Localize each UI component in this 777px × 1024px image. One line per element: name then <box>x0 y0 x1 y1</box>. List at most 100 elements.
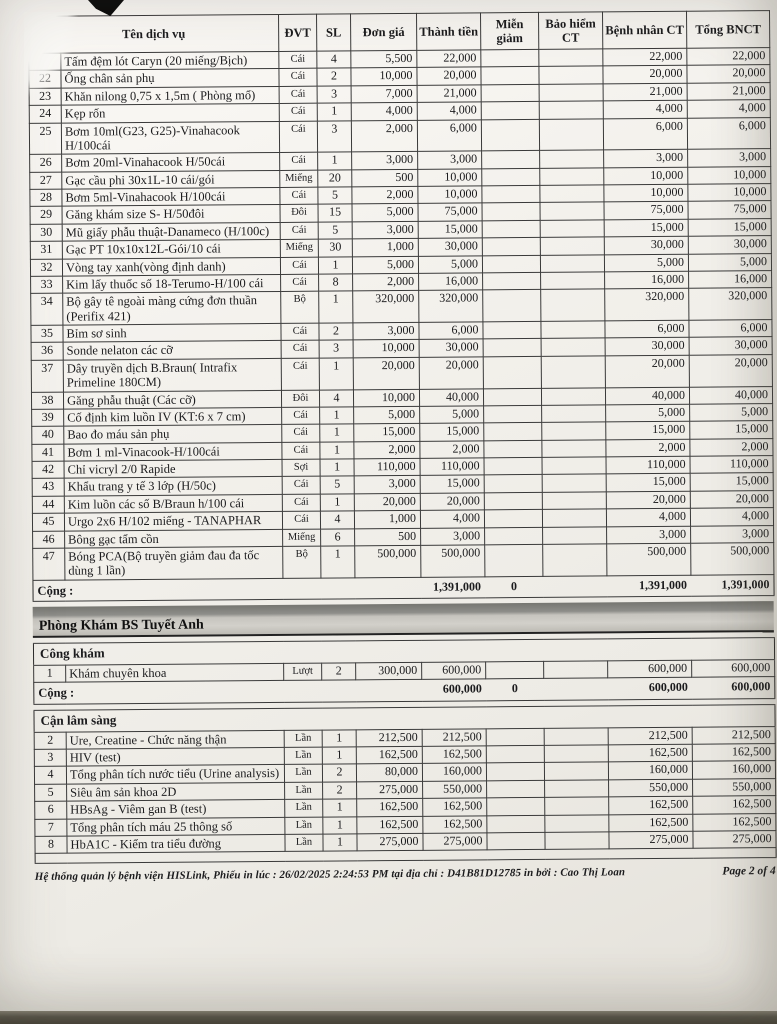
cell-amount: 75,000 <box>417 203 483 222</box>
cell-patient-ct: 40,000 <box>605 386 690 405</box>
cell-unit-price: 162,500 <box>356 746 423 765</box>
cell-discount <box>486 762 545 781</box>
cell-row-number: 3 <box>34 749 67 767</box>
cell-unit: Cái <box>281 357 320 390</box>
cell-discount <box>480 66 540 85</box>
cell-total-bnct: 600,000 <box>691 659 775 678</box>
cell-row-number: 38 <box>31 391 64 410</box>
cell-unit: Đôi <box>281 389 320 408</box>
cell-unit: Cái <box>280 274 319 292</box>
cell-unit: Lần <box>284 729 323 748</box>
cell-total-bnct: 15,000 <box>688 218 772 237</box>
cell-service-name: Bóng PCA(Bộ truyền giảm đau đa tốc dùng … <box>64 546 283 580</box>
cell-unit: Miếng <box>282 528 321 547</box>
cell-service-name: Khẩu trang y tế 3 lớp (H/50c) <box>64 476 283 496</box>
cell-total-bnct: 6,000 <box>688 319 773 338</box>
cell-amount: 3,000 <box>417 151 482 169</box>
cell-row-number: 5 <box>34 783 67 802</box>
cell-insurance-ct <box>540 219 605 238</box>
column-header: Bảo hiểm CT <box>538 11 603 50</box>
cell-amount: 21,000 <box>417 84 482 103</box>
cell-amount: 16,000 <box>418 272 483 291</box>
cell-service-name: Bơm 20ml-Vinahacook H/50cái <box>61 152 280 172</box>
cell-row-number: 44 <box>32 495 65 514</box>
cell-unit-price: 162,500 <box>356 815 423 834</box>
cell-unit-price: 2,000 <box>351 186 418 205</box>
total-patient-ct: 1,391,000 <box>606 574 692 597</box>
total-amount: 600,000 <box>421 679 486 702</box>
total-spacer <box>283 679 422 703</box>
cell-discount <box>480 49 539 68</box>
cell-patient-ct: 15,000 <box>606 473 691 492</box>
cell-quantity: 2 <box>316 68 352 86</box>
cell-service-name: Khăn nilong 0,75 x 1,5m ( Phòng mổ) <box>61 86 280 106</box>
cell-patient-ct: 22,000 <box>602 48 687 67</box>
cell-unit: Cái <box>282 493 321 512</box>
cell-patient-ct: 600,000 <box>607 660 692 679</box>
cell-unit: Cái <box>280 256 319 275</box>
cell-service-name: HBsAg - Viêm gan B (test) <box>66 799 285 819</box>
cell-amount: 5,000 <box>419 405 484 424</box>
cell-unit-price: 10,000 <box>350 67 418 86</box>
cell-quantity: 1 <box>318 291 353 324</box>
cell-quantity: 5 <box>317 186 353 205</box>
cell-total-bnct: 275,000 <box>692 830 777 849</box>
cell-unit: Cái <box>281 424 320 443</box>
total-amount: 1,391,000 <box>420 576 486 599</box>
cell-patient-ct: 10,000 <box>603 184 688 203</box>
cell-unit-price: 275,000 <box>356 833 424 852</box>
cell-quantity: 4 <box>316 50 351 69</box>
cell-service-name: Vòng tay xanh(vòng định danh) <box>62 256 281 277</box>
cell-unit: Lần <box>284 781 323 800</box>
cell-amount: 15,000 <box>420 475 485 494</box>
cell-unit-price: 2,000 <box>352 273 419 292</box>
cell-insurance-ct <box>544 797 609 815</box>
cell-patient-ct: 2,000 <box>605 438 690 457</box>
cell-insurance-ct <box>539 167 604 186</box>
cell-insurance-ct <box>539 101 604 119</box>
cell-unit: Lần <box>284 764 323 783</box>
total-patient-ct: 600,000 <box>607 677 692 700</box>
cell-patient-ct: 3,000 <box>606 525 691 544</box>
cell-service-name: Tổng phân tích máu 25 thông số <box>66 816 285 837</box>
cell-service-name: Gạc PT 10x10x12L-Gói/10 cái <box>62 239 281 259</box>
cell-patient-ct: 20,000 <box>602 65 688 84</box>
cell-unit-price: 275,000 <box>356 781 423 799</box>
cell-unit: Lần <box>284 834 324 852</box>
cell-total-bnct: 320,000 <box>688 287 772 321</box>
cell-discount <box>483 405 542 424</box>
cell-discount <box>482 254 541 273</box>
cell-unit-price: 212,500 <box>356 728 423 747</box>
cell-discount <box>481 118 540 152</box>
cell-row-number: 41 <box>31 443 65 462</box>
cell-service-name: Siêu âm sản khoa 2D <box>66 782 285 802</box>
cell-total-bnct: 4,000 <box>690 507 774 526</box>
cell-quantity: 3 <box>317 120 352 153</box>
cell-row-number: 26 <box>29 154 62 173</box>
footer-page-number: Page 2 of 4 <box>722 865 776 878</box>
cell-unit: Cái <box>279 187 319 205</box>
cell-unit: Bộ <box>280 291 319 324</box>
footer-system-info: Hệ thống quản lý bệnh viện HISLink, Phiế… <box>34 866 626 884</box>
cell-quantity: 1 <box>318 256 353 275</box>
cell-patient-ct: 6,000 <box>604 320 690 339</box>
cell-service-name: Bỉm sơ sinh <box>62 323 282 343</box>
cell-patient-ct: 162,500 <box>608 796 693 815</box>
cell-discount <box>484 509 543 528</box>
cell-discount <box>486 745 545 764</box>
cell-quantity: 1 <box>322 798 357 817</box>
cell-row-number: 7 <box>34 818 67 837</box>
cell-discount <box>481 185 540 204</box>
cell-row-number: 45 <box>32 513 65 531</box>
cell-row-number: 4 <box>34 766 67 785</box>
cell-unit-price: 5,000 <box>352 203 419 222</box>
total-label: Cộng : <box>32 578 284 602</box>
cell-unit-price: 80,000 <box>356 763 423 782</box>
cell-insurance-ct <box>542 509 607 527</box>
cell-total-bnct: 40,000 <box>689 386 773 405</box>
cell-discount <box>481 168 540 186</box>
cell-service-name: Bơm 5ml-Vinahacook H/100cái <box>61 187 281 207</box>
cell-unit-price: 10,000 <box>353 339 420 358</box>
cell-service-name: Bộ gây tê ngoài màng cứng đơn thuần (Per… <box>62 291 281 326</box>
